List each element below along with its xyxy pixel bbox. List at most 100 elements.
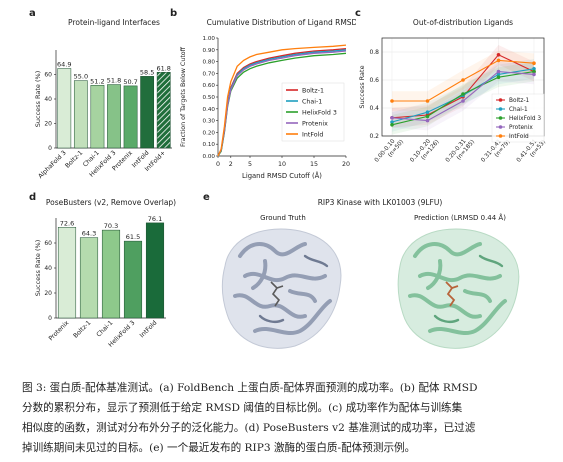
y-tick-label: 0.8 xyxy=(369,49,379,56)
bar-intfold xyxy=(145,222,165,319)
y-axis-label: Success Rate (%) xyxy=(34,71,42,127)
data-point-chai-1 xyxy=(425,110,430,114)
x-tick-label: 20 xyxy=(342,161,350,168)
prediction-ligand xyxy=(445,281,459,307)
data-point-chai-1 xyxy=(496,72,501,77)
y-tick-label: 0.10 xyxy=(203,142,216,148)
legend-marker xyxy=(498,98,503,102)
panel-label-e: e xyxy=(203,192,210,203)
x-tick-label: 10 xyxy=(278,161,286,168)
caption-line-3: 相似度的函数，测试对分布外分子的泛化能力。(d) PoseBusters v2 … xyxy=(22,422,476,434)
bar-value-label: 76.1 xyxy=(148,215,162,223)
plot-frame xyxy=(381,37,545,137)
data-point-helixfold-3 xyxy=(461,92,465,96)
data-point-protenix xyxy=(496,69,501,74)
y-tick-label: 0 xyxy=(48,315,52,322)
x-tick-label-group: 0.10-0.20(n=126) xyxy=(409,138,440,163)
legend-label: Chai-1 xyxy=(302,98,322,105)
y-tick-label: 20 xyxy=(44,290,52,297)
panel-e-rip3-structure: RIP3 Kinase with LK01003 (9LFU) Ground T… xyxy=(221,198,520,349)
bar-value-label: 55.0 xyxy=(74,73,88,81)
y-tick-label: 0.30 xyxy=(203,119,216,125)
bar-alphafold-3 xyxy=(57,68,72,149)
legend-label: Protenix xyxy=(509,125,533,131)
data-point-protenix xyxy=(390,116,394,120)
x-tick-label: 5 xyxy=(248,161,252,168)
y-axis-label: Success Rate (%) xyxy=(34,240,42,296)
data-point-helixfold-3 xyxy=(425,114,430,119)
ground-truth-structure xyxy=(221,228,342,349)
legend-label: Protenix xyxy=(302,120,328,127)
chart-b-ligand-rmsd-cdf: Cumulative Distribution of Ligand RMSD Fr… xyxy=(180,18,356,180)
x-tick-label: Boltz-1 xyxy=(72,319,92,339)
x-tick-label-group: 0.20-0.31(n=185) xyxy=(445,138,476,163)
data-point-intfold xyxy=(532,61,536,65)
legend-label: HelixFold 3 xyxy=(302,109,337,116)
bar-value-label: 72.6 xyxy=(60,219,74,227)
y-tick-label: 60 xyxy=(44,240,52,247)
ground-truth-ligand xyxy=(270,281,284,307)
chart-title: Protein-ligand Interfaces xyxy=(68,18,160,27)
prediction-label: Prediction (LRMSD 0.44 Å) xyxy=(414,213,506,222)
bar-value-label: 64.9 xyxy=(57,60,71,68)
bar-intfold xyxy=(140,76,155,149)
y-tick-label: 0.2 xyxy=(369,133,379,140)
y-tick-label: 0.40 xyxy=(203,107,216,113)
y-tick-label: 1.00 xyxy=(203,36,216,42)
y-tick-label: 0.4 xyxy=(369,105,379,112)
y-tick-label: 40 xyxy=(44,265,52,272)
x-tick-label: 0 xyxy=(216,161,220,168)
bar-value-label: 64.3 xyxy=(82,230,96,238)
legend-label: Boltz-1 xyxy=(302,87,324,94)
y-tick-label: 0.80 xyxy=(203,60,216,66)
y-tick-label: 0 xyxy=(48,145,52,152)
chart-title: Cumulative Distribution of Ligand RMSD xyxy=(207,18,356,27)
bar-boltz-1 xyxy=(79,237,99,319)
data-point-intfold xyxy=(425,99,430,103)
x-axis-label: Ligand RMSD Cutoff (Å) xyxy=(242,171,322,180)
bar-value-label: 51.8 xyxy=(107,77,121,85)
bar-value-label: 51.2 xyxy=(90,77,104,85)
bar-value-label: 61.8 xyxy=(156,64,170,72)
legend-label: Chai-1 xyxy=(509,107,528,113)
data-point-protenix xyxy=(532,72,536,77)
legend-marker xyxy=(498,116,503,120)
x-tick-label: IntFold xyxy=(139,319,159,339)
chart-a-protein-ligand-interfaces: Protein-ligand Interfaces Success Rate (%… xyxy=(34,18,172,180)
panel-e-title: RIP3 Kinase with LK01003 (9LFU) xyxy=(318,198,443,207)
data-point-intfold xyxy=(461,78,465,82)
x-tick-label: Chai-1 xyxy=(95,319,114,338)
data-point-intfold xyxy=(390,99,394,103)
legend-marker xyxy=(498,125,503,129)
bar-boltz-1 xyxy=(73,80,88,149)
legend-marker xyxy=(498,107,503,111)
data-point-helixfold-3 xyxy=(496,75,501,79)
chart-d-posebusters: PoseBusters (v2, Remove Overlap) Success … xyxy=(34,198,176,349)
bar-value-label: 58.5 xyxy=(140,68,154,76)
legend-label: Boltz-1 xyxy=(509,98,530,104)
data-point-chai-1 xyxy=(532,67,536,71)
legend-label: HelixFold 3 xyxy=(509,116,541,122)
bar-value-label: 70.3 xyxy=(104,222,118,230)
legend-label: IntFold xyxy=(302,131,323,138)
figure-caption: 图 3: 蛋白质-配体基准测试。(a) FoldBench 上蛋白质-配体界面预… xyxy=(22,378,544,458)
legend-label: IntFold xyxy=(509,134,529,140)
y-axis-label: Success Rate xyxy=(358,65,366,108)
caption-line-1: 图 3: 蛋白质-配体基准测试。(a) FoldBench 上蛋白质-配体界面预… xyxy=(22,382,478,394)
data-point-protenix xyxy=(461,99,465,103)
x-tick-label: Boltz-1 xyxy=(64,149,84,169)
panel-label-c: c xyxy=(355,8,361,19)
y-tick-label: 0.70 xyxy=(203,71,216,77)
panel-label-a: a xyxy=(29,8,36,19)
chart-title: Out-of-distribution Ligands xyxy=(413,18,513,27)
data-point-intfold xyxy=(496,58,501,63)
panel-label-b: b xyxy=(170,8,178,19)
data-point-helixfold-3 xyxy=(532,69,536,74)
y-axis-label: Fraction of Targets Below Cutoff xyxy=(180,46,187,147)
series-line-intfold xyxy=(217,44,347,157)
bar-chai-1 xyxy=(90,85,105,149)
bar-helixfold-3 xyxy=(107,84,121,149)
panel-label-d: d xyxy=(29,192,37,203)
bar-helixfold-3 xyxy=(123,240,143,319)
y-tick-label: 0.60 xyxy=(203,83,216,89)
